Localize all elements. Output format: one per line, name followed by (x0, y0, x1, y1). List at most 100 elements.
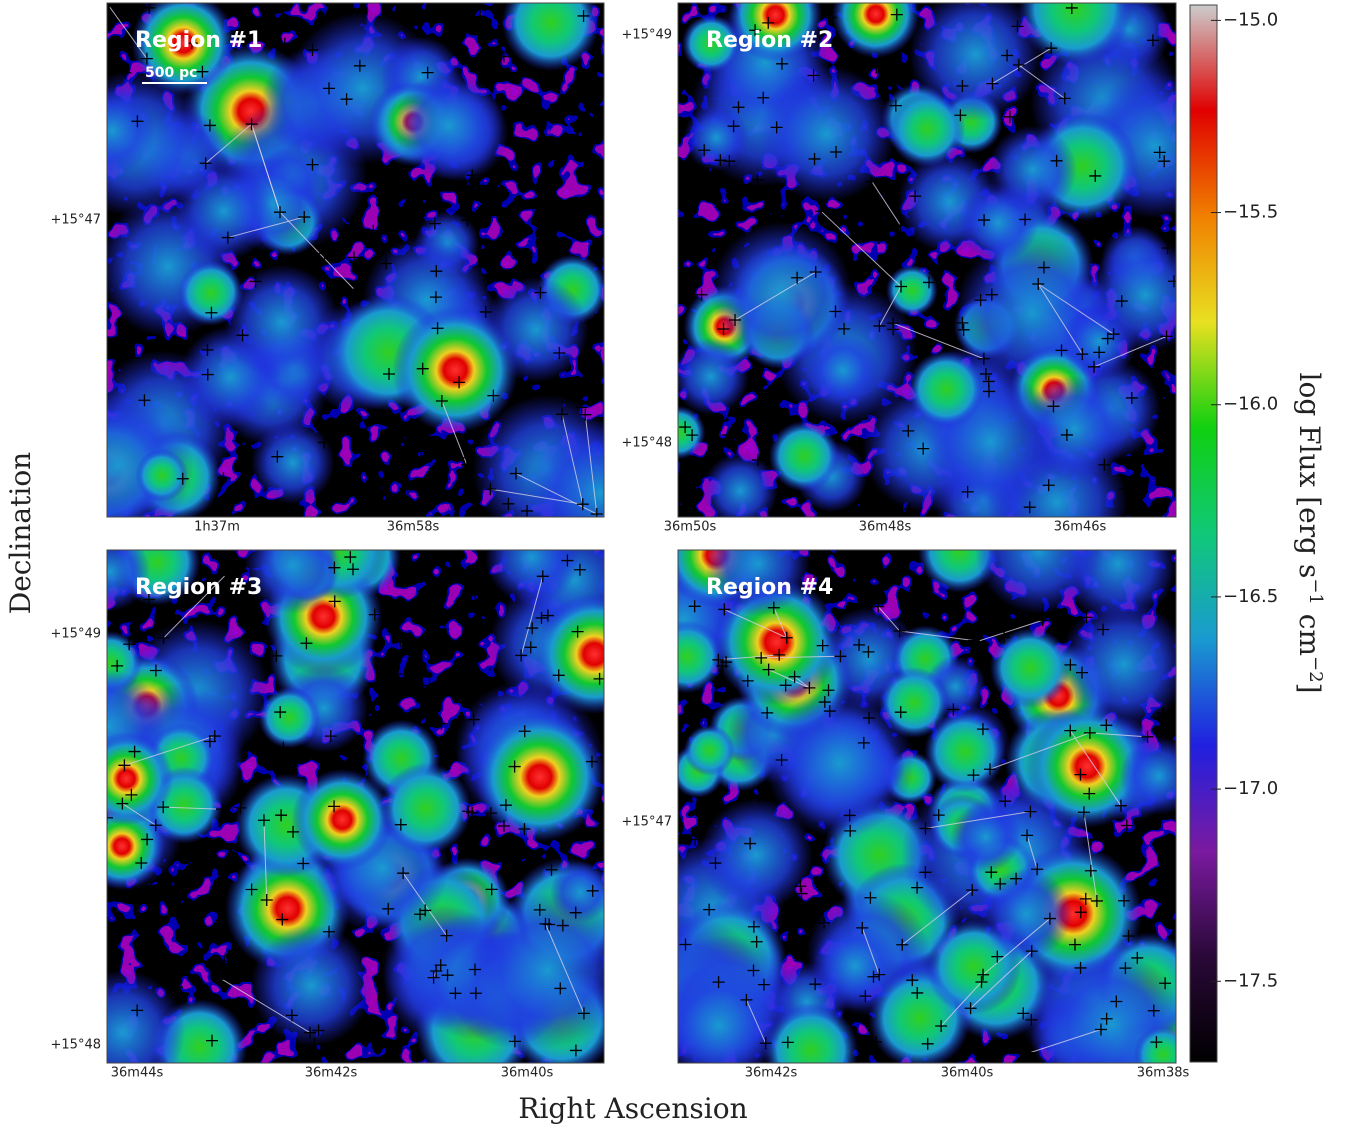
emission-blob (888, 90, 966, 168)
source-marker (270, 649, 283, 662)
source-marker (1090, 894, 1103, 907)
source-marker (773, 648, 786, 661)
source-marker (285, 1009, 298, 1022)
source-marker (977, 968, 990, 981)
source-marker (1093, 346, 1106, 359)
source-marker (203, 119, 216, 132)
source-marker (679, 421, 692, 434)
emission-blob (485, 550, 579, 605)
source-marker (679, 938, 692, 951)
source-marker (1064, 724, 1077, 737)
source-marker (466, 806, 479, 819)
source-marker (712, 653, 725, 666)
source-marker (518, 823, 531, 836)
emission-blob (989, 627, 1071, 709)
source-marker (1019, 213, 1032, 226)
source-marker (716, 660, 729, 673)
cell-edge (794, 676, 810, 689)
source-marker (199, 157, 212, 170)
source-marker (135, 857, 148, 870)
source-marker (429, 291, 442, 304)
source-marker (287, 825, 300, 838)
source-marker (149, 819, 162, 832)
cell-edge (1018, 64, 1066, 99)
source-marker (111, 659, 124, 672)
cell-edge (441, 400, 468, 465)
source-marker (853, 638, 866, 651)
source-marker (794, 911, 807, 924)
source-marker (328, 800, 341, 813)
source-marker (1110, 995, 1123, 1008)
source-marker (906, 974, 919, 987)
source-marker (157, 801, 170, 814)
source-marker (312, 1024, 325, 1037)
source-marker (1131, 951, 1144, 964)
source-marker (554, 982, 567, 995)
cell-edge (1093, 335, 1167, 368)
source-marker (712, 976, 725, 989)
source-marker (545, 863, 558, 876)
source-marker (297, 857, 310, 870)
dec-tick-label: +15°49 (51, 627, 101, 642)
source-marker (466, 169, 479, 182)
source-marker (781, 1036, 794, 1049)
emission-blob (291, 768, 394, 871)
source-marker (185, 37, 198, 50)
source-marker (834, 650, 847, 663)
source-marker (823, 705, 836, 718)
source-marker (533, 903, 546, 916)
source-marker (1100, 1012, 1113, 1025)
source-marker (785, 897, 798, 910)
source-marker (304, 1026, 317, 1039)
source-marker (911, 881, 924, 894)
source-marker (1153, 146, 1166, 159)
source-marker (1160, 330, 1173, 343)
source-marker (487, 389, 500, 402)
source-marker (919, 866, 932, 879)
source-marker (380, 257, 393, 270)
emission-blob (907, 350, 985, 428)
source-marker (235, 565, 248, 578)
ra-tick-label: 36m40s (501, 1066, 554, 1081)
source-marker (919, 822, 932, 835)
emission-blob (681, 14, 741, 73)
source-marker (1017, 1007, 1030, 1020)
panel-frame (106, 2, 605, 518)
emission-blob (806, 334, 880, 407)
source-marker (932, 809, 945, 822)
source-marker (956, 316, 969, 329)
source-marker (998, 631, 1011, 644)
source-marker (727, 120, 740, 133)
emission-blob (173, 161, 274, 262)
source-marker (1024, 805, 1037, 818)
cell-edge (279, 211, 355, 290)
cell-edge (820, 210, 902, 287)
source-marker (273, 206, 286, 219)
source-marker (1065, 3, 1078, 14)
source-marker (1060, 428, 1073, 441)
source-marker (1084, 864, 1097, 877)
source-marker (947, 703, 960, 716)
y-axis-title: Declination (4, 452, 37, 614)
emission-blob (392, 306, 519, 434)
emission-blob (765, 688, 915, 838)
source-marker (435, 717, 448, 730)
source-marker (977, 352, 990, 365)
source-marker (1160, 715, 1173, 728)
source-marker (1114, 799, 1127, 812)
cell-edge (768, 669, 810, 689)
source-marker (1097, 623, 1110, 636)
source-marker (1088, 360, 1101, 373)
source-marker (729, 314, 742, 327)
cell-edge (221, 978, 311, 1034)
cell-edge (982, 918, 1051, 976)
ra-tick-label: 36m42s (305, 1066, 358, 1081)
source-marker (740, 993, 753, 1006)
source-marker (308, 1038, 321, 1051)
cell-edge (940, 981, 982, 1027)
source-marker (954, 109, 967, 122)
source-marker (894, 219, 907, 232)
source-marker (1023, 501, 1036, 514)
cell-edge (989, 732, 1091, 770)
source-marker (1001, 49, 1014, 62)
